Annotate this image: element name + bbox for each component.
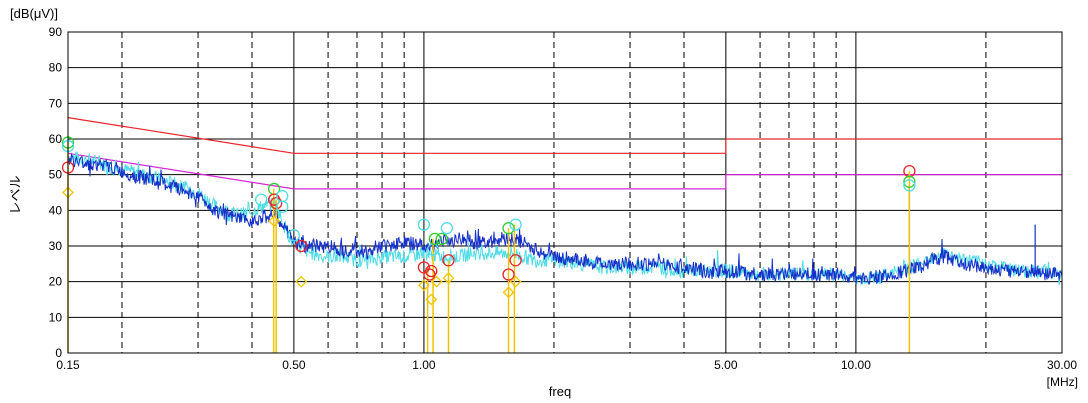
peak-marker-circle (417, 218, 431, 231)
peak-marker-diamond (509, 275, 522, 288)
x-tick-label: 10.00 (841, 358, 871, 372)
peak-marker-circle (502, 222, 515, 235)
peak-marker-circle (428, 232, 441, 246)
x-tick-label: 1.00 (412, 358, 436, 372)
peak-marker-circle (903, 175, 916, 188)
y-tick-label: 40 (49, 203, 63, 217)
y-tick-labels: 0 10 20 30 40 50 60 70 80 90 (49, 25, 63, 360)
peak-marker-circle (287, 229, 301, 242)
limit-line (67, 117, 1062, 154)
peak-marker-circle (276, 189, 289, 203)
plot-frame (67, 31, 1063, 354)
x-tick-label: 5.00 (714, 358, 738, 372)
y-tick-label: 90 (49, 25, 63, 39)
y-tick-label: 80 (49, 61, 63, 75)
y-tick-label: 70 (49, 96, 63, 110)
trace-line (67, 152, 1063, 285)
x-tick-labels: 0.15 0.50 1.00 5.00 10.00 30.00 (56, 358, 1077, 372)
peak-marker-circle (509, 218, 522, 231)
x-tick-label: 30.00 (1047, 358, 1077, 372)
y-unit-label: [dB(μV)] (10, 6, 58, 21)
y-tick-label: 50 (49, 168, 63, 182)
peak-marker-diamond (430, 275, 443, 288)
peak-marker-circle (502, 268, 515, 281)
peak-marker-diamond (502, 286, 515, 299)
x-axis-label: freq (549, 384, 571, 399)
limit-lines (67, 117, 1062, 190)
peak-marker-circle (509, 254, 522, 267)
peak-marker-diamond (417, 279, 430, 292)
peak-marker-circle (435, 232, 448, 246)
grid-layer (68, 31, 1062, 354)
y-tick-label: 20 (49, 275, 63, 289)
peak-marker-circle (903, 179, 916, 192)
x-tick-label: 0.15 (56, 358, 80, 372)
x-unit-label: [MHz] (1047, 375, 1078, 389)
y-tick-label: 10 (49, 310, 63, 324)
trace-layer (67, 151, 1063, 287)
peak-marker-diamond (425, 293, 438, 306)
y-axis-label: レベル (8, 175, 23, 214)
peak-marker-diamond (295, 275, 308, 288)
y-tick-label: 30 (49, 239, 63, 253)
peak-marker-circle (440, 222, 453, 235)
peak-marker-circle (425, 264, 438, 278)
limit-line (67, 152, 1062, 190)
x-tick-label: 0.50 (282, 358, 306, 372)
peak-marker-circle (295, 239, 308, 253)
peak-markers (61, 136, 916, 306)
peak-marker-diamond (268, 215, 281, 227)
trace-line (67, 151, 1062, 287)
peak-marker-circle (270, 197, 283, 210)
peak-marker-circle (442, 254, 455, 267)
peak-marker-diamond (442, 272, 455, 285)
peak-marker-circle (255, 193, 268, 206)
y-tick-label: 0 (55, 346, 62, 360)
y-tick-label: 60 (49, 132, 63, 146)
